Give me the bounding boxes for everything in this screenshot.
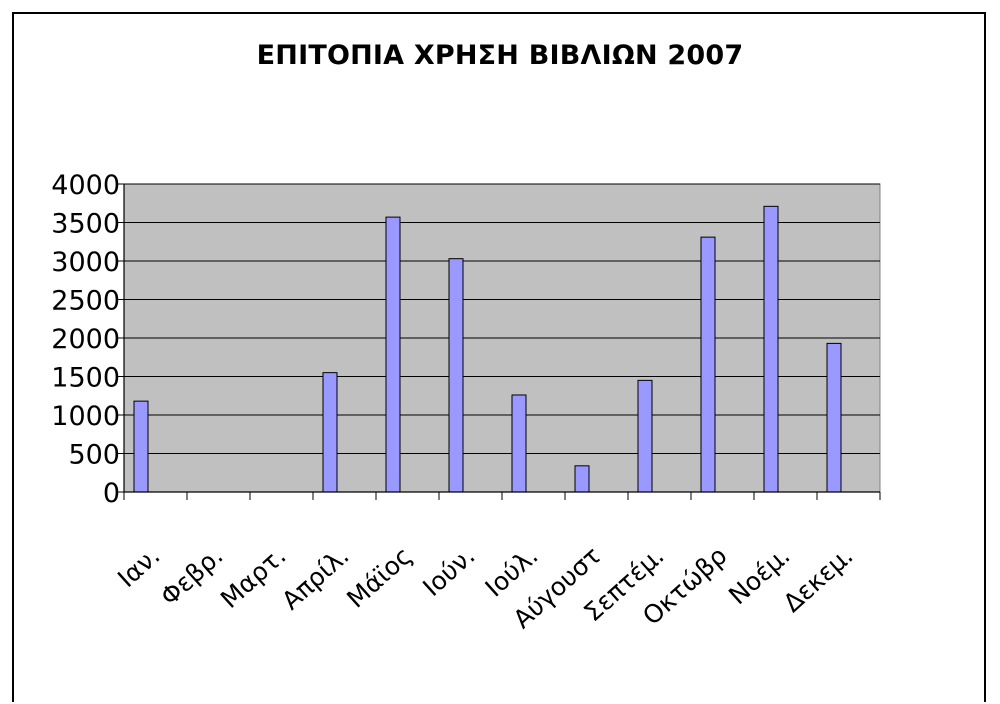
bar	[133, 400, 149, 493]
x-tick-label: Απρίλ.	[276, 541, 354, 616]
bar	[826, 342, 842, 493]
bar	[574, 465, 590, 493]
bars	[133, 205, 842, 493]
bar	[763, 205, 779, 493]
bar	[511, 394, 527, 493]
bar	[322, 372, 338, 493]
y-tick-label: 1500	[51, 363, 120, 394]
bar	[700, 236, 716, 493]
x-tick-label: Ιαν.	[112, 541, 165, 593]
y-tick-label: 1000	[51, 401, 120, 432]
bar	[637, 379, 653, 493]
x-axis-ticks: Ιαν.Φεβρ.Μαρτ.Απρίλ.Μάϊος Ιούν. Ιούλ.Αύγου…	[112, 492, 881, 634]
y-tick-label: 0	[103, 478, 120, 509]
x-tick-label: Δεκεμ.	[778, 541, 859, 618]
x-tick-label: Φεβρ.	[155, 541, 229, 611]
y-tick-label: 2000	[51, 324, 120, 355]
y-axis-ticks: 0 500 1000 1500 2000 2500 3000 3500 4000	[51, 170, 124, 509]
x-tick-label: Μάϊος	[341, 541, 417, 614]
gridlines	[124, 183, 880, 493]
y-tick-label: 2500	[51, 286, 120, 317]
x-tick-label: Μαρτ.	[215, 541, 292, 614]
y-tick-label: 3500	[51, 209, 120, 240]
y-tick-label: 3000	[51, 247, 120, 278]
bar	[385, 216, 401, 493]
chart-title: ΕΠΙΤΟΠΙΑ ΧΡΗΣΗ ΒΙΒΛΙΩΝ 2007	[256, 40, 744, 71]
bar	[448, 258, 464, 493]
y-tick-label: 500	[68, 440, 120, 471]
x-tick-label: Ιούν.	[417, 541, 480, 602]
y-tick-label: 4000	[51, 170, 120, 201]
